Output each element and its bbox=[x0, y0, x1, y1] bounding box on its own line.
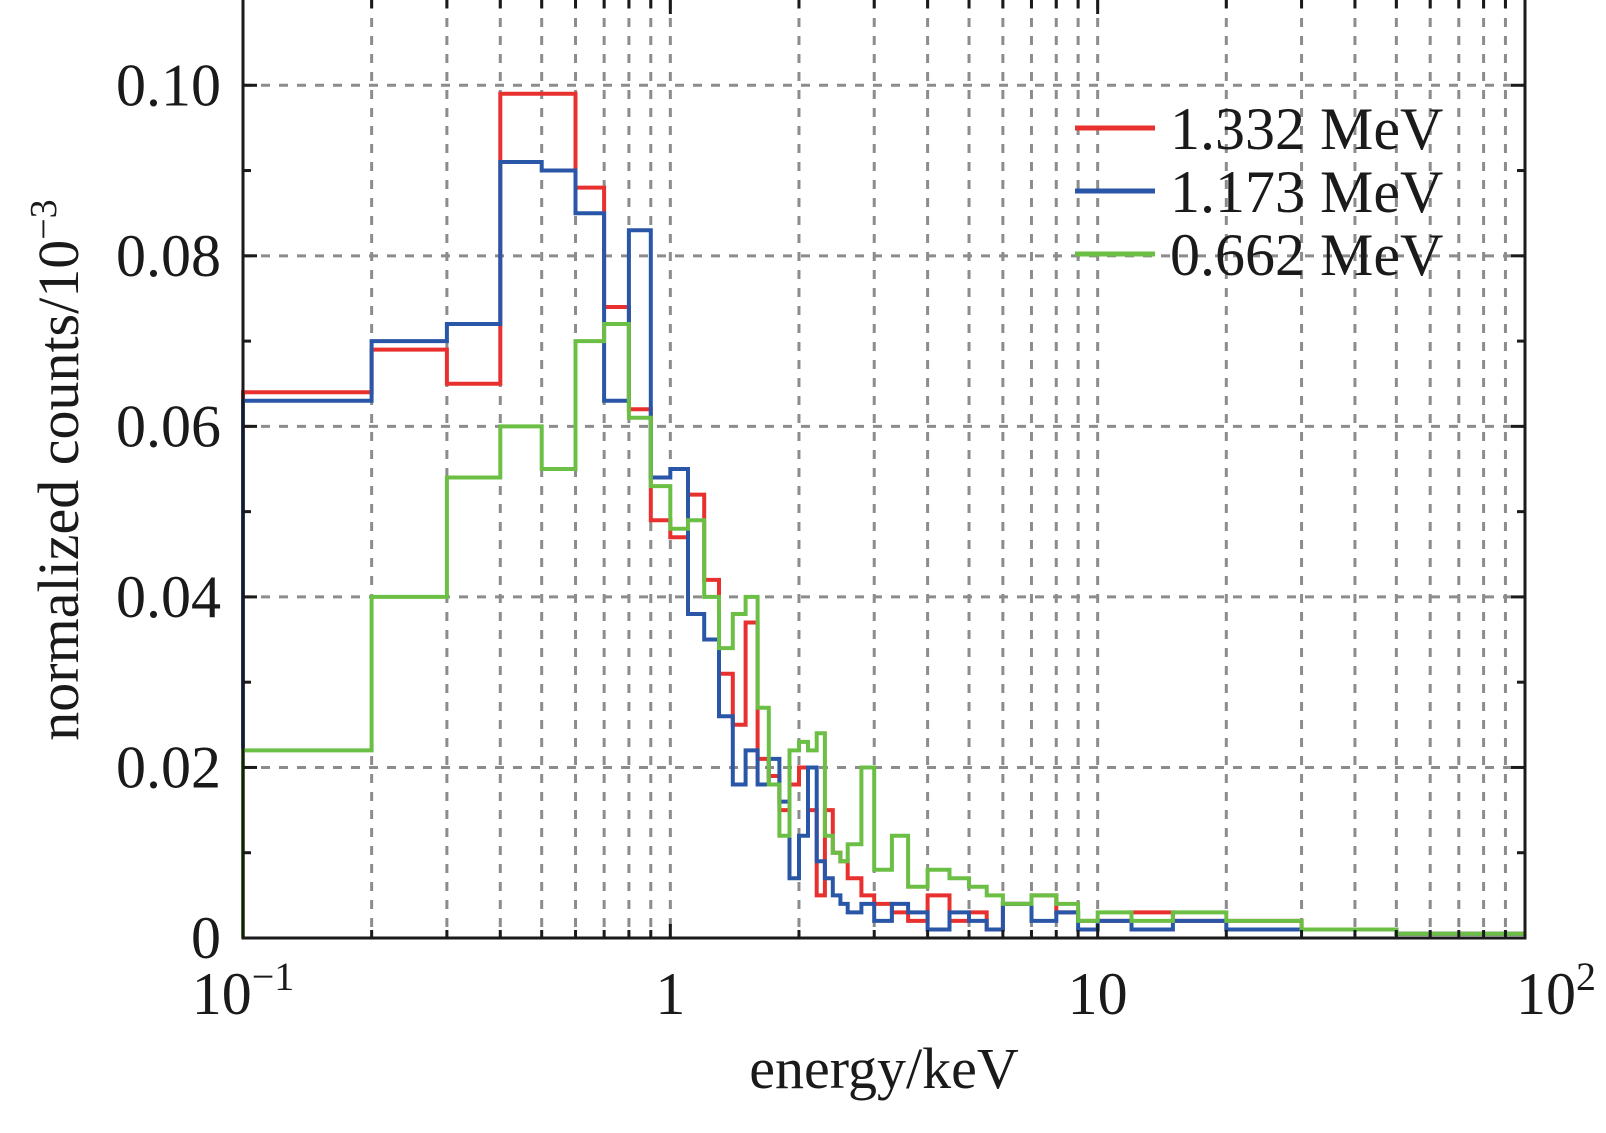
x-tick-label: 102 bbox=[1516, 954, 1596, 1027]
y-tick-label: 0.02 bbox=[116, 734, 221, 800]
legend-label: 1.173 MeV bbox=[1170, 159, 1443, 225]
y-tick-label: 0.08 bbox=[116, 223, 221, 289]
x-tick-label-exponent: 2 bbox=[1576, 954, 1596, 999]
x-tick-label-base: 10 bbox=[1068, 961, 1128, 1027]
x-tick-label-base: 10 bbox=[192, 961, 252, 1027]
series-layer bbox=[241, 91, 1525, 938]
y-axis-label-exponent: −3 bbox=[23, 199, 65, 239]
x-tick-label-exponent: −1 bbox=[252, 954, 295, 999]
y-tick-label: 0.10 bbox=[116, 52, 221, 118]
plot-frame bbox=[241, 0, 1527, 940]
grid-lines bbox=[243, 0, 1525, 938]
x-axis-label: energy/keV bbox=[749, 1036, 1019, 1101]
x-tick-label: 1 bbox=[655, 961, 685, 1027]
legend-label: 0.662 MeV bbox=[1170, 222, 1443, 288]
x-tick-label-base: 1 bbox=[655, 961, 685, 1027]
y-tick-label: 0.04 bbox=[116, 564, 221, 630]
x-tick-label: 10−1 bbox=[192, 954, 295, 1027]
axis-ticks bbox=[243, 0, 1525, 938]
x-tick-label-base: 10 bbox=[1516, 961, 1576, 1027]
series-line-3 bbox=[241, 322, 1525, 938]
x-tick-label: 10 bbox=[1068, 961, 1128, 1027]
y-axis-label-text: normalized counts/10 bbox=[26, 240, 91, 741]
series-line-2 bbox=[241, 160, 1525, 938]
y-axis-label: normalized counts/10−3 bbox=[23, 199, 91, 740]
legend-label: 1.332 MeV bbox=[1170, 96, 1443, 162]
y-tick-label: 0.06 bbox=[116, 393, 221, 459]
y-tick-label: 0 bbox=[191, 905, 221, 971]
